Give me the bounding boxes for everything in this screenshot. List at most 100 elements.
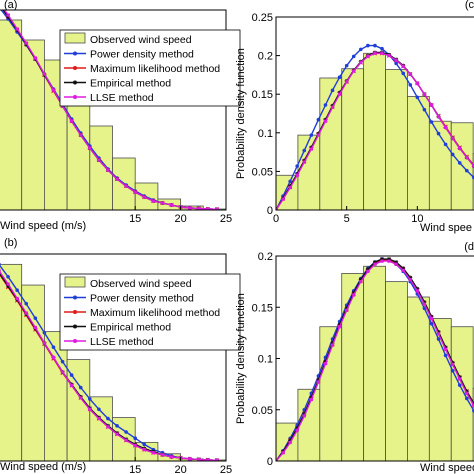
series-marker xyxy=(465,396,469,401)
series-marker xyxy=(15,296,19,301)
legend-swatch-marker xyxy=(73,295,77,300)
histogram-bar xyxy=(385,69,408,210)
legend-swatch-marker xyxy=(73,310,77,314)
x-tick-label: 15 xyxy=(129,213,141,225)
series-marker xyxy=(458,377,462,381)
series-marker xyxy=(330,105,335,109)
x-tick-label: 25 xyxy=(220,464,232,474)
series-marker xyxy=(316,117,321,122)
legend-entry: Observed wind speed xyxy=(90,34,192,46)
series-marker xyxy=(124,430,128,434)
series-marker xyxy=(408,72,412,76)
series-marker xyxy=(33,325,37,330)
plot-area xyxy=(0,262,226,461)
series-marker xyxy=(206,207,210,210)
panel-d: 0 0.05 0.1 0.15 0.2 (d Wind speed Probability d… xyxy=(235,241,474,474)
y-tick-label: 0.05 xyxy=(252,405,273,417)
series-marker xyxy=(60,370,65,374)
series-marker xyxy=(106,425,110,429)
series-marker xyxy=(124,438,128,442)
series-marker xyxy=(401,71,406,76)
series-marker xyxy=(429,314,434,319)
series-marker xyxy=(302,411,307,416)
series-marker xyxy=(422,300,427,305)
series-marker xyxy=(24,311,28,315)
histogram-bar xyxy=(89,396,113,461)
x-tick-label: 25 xyxy=(220,213,232,225)
series-marker xyxy=(42,330,47,335)
histogram-bar xyxy=(66,89,91,210)
y-tick-label: 0.2 xyxy=(258,51,273,63)
series-marker xyxy=(288,186,292,190)
series-marker xyxy=(0,262,1,266)
series-marker xyxy=(408,275,413,280)
histogram-bar xyxy=(363,265,386,461)
series-marker xyxy=(288,438,293,443)
series-marker xyxy=(451,363,455,367)
series-marker xyxy=(338,92,342,96)
series-marker xyxy=(206,458,210,461)
series-marker xyxy=(444,125,448,129)
series-marker xyxy=(401,266,406,271)
series-marker xyxy=(133,190,137,194)
series-marker xyxy=(151,451,155,455)
panel-b: 15 20 25 (b) Wind speed (m/s) Observed wind s… xyxy=(0,237,241,474)
series-marker xyxy=(316,380,320,384)
x-axis-label: Wind speed xyxy=(420,462,474,474)
series-marker xyxy=(88,397,92,401)
series-marker xyxy=(465,391,469,395)
series-marker xyxy=(88,407,92,411)
series-marker xyxy=(344,63,349,68)
series-marker xyxy=(215,207,219,210)
legend: Observed wind speed Power density method M… xyxy=(59,29,241,107)
histogram-bar xyxy=(407,296,430,461)
series-marker xyxy=(276,459,278,461)
series-marker xyxy=(366,54,370,58)
series-marker xyxy=(436,114,441,119)
legend-box xyxy=(59,273,241,351)
series-marker xyxy=(309,397,313,402)
series-marker xyxy=(444,347,448,351)
series-marker xyxy=(33,56,37,60)
series-marker xyxy=(450,152,455,157)
panel-label: (b) xyxy=(4,237,17,249)
series-marker xyxy=(24,41,28,45)
histogram-bar xyxy=(0,19,23,210)
legend: Observed wind speed Power density method M… xyxy=(59,273,241,351)
series-marker xyxy=(408,277,412,282)
series-marker xyxy=(60,359,65,364)
series-marker xyxy=(288,440,292,445)
series-marker xyxy=(79,133,83,137)
series-marker xyxy=(380,46,384,51)
series-marker xyxy=(6,274,10,279)
series-marker xyxy=(387,257,392,262)
series-marker xyxy=(302,160,306,164)
series-marker xyxy=(142,448,146,452)
axes-frame xyxy=(0,253,227,462)
series-marker xyxy=(97,416,101,421)
series-marker xyxy=(88,146,92,150)
series-marker xyxy=(330,343,335,347)
panel-a: 15 20 25 (a) Wind speed (m/s) Observed wind s… xyxy=(0,0,241,232)
series-marker xyxy=(302,148,307,153)
histogram-bar xyxy=(341,68,365,210)
series-marker xyxy=(429,120,434,124)
series-marker xyxy=(42,72,46,76)
x-axis-label: Wind speed (m/s) xyxy=(0,220,86,232)
x-tick-label: 20 xyxy=(174,464,186,474)
legend-entry: LLSE method xyxy=(90,92,154,104)
series-marker xyxy=(422,302,426,306)
series-marker xyxy=(436,329,441,334)
series-marker xyxy=(337,75,342,80)
legend-swatch-marker xyxy=(73,324,77,329)
x-tick-label: 5 xyxy=(344,213,350,225)
series-marker xyxy=(24,301,29,306)
series-marker xyxy=(197,457,201,461)
series-marker xyxy=(323,362,328,366)
series-marker xyxy=(429,316,434,321)
series-marker xyxy=(373,262,377,266)
series-marker xyxy=(15,288,19,293)
series-marker xyxy=(323,119,328,123)
series-marker xyxy=(188,206,192,210)
